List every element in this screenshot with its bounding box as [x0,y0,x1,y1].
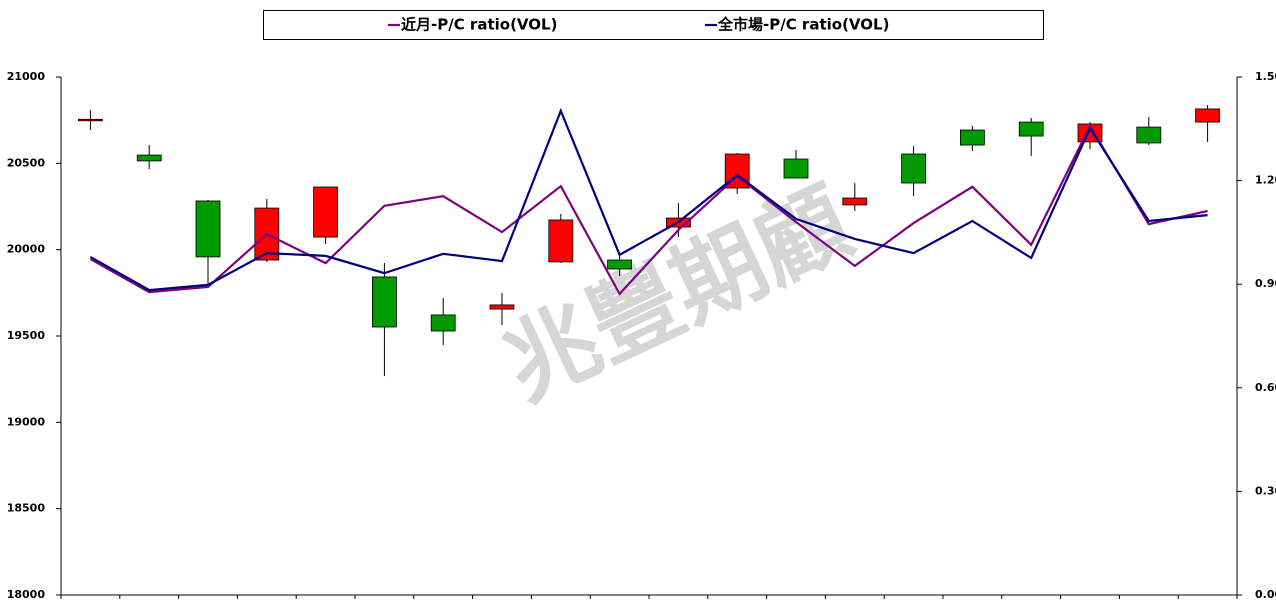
legend-label: 全市場-P/C ratio(VOL) [717,16,889,34]
candle-body [607,259,632,270]
legend-box [263,10,1044,40]
y-tick-label: 19500 [7,329,46,342]
y2-tick-label: 1.50 [1255,70,1276,83]
candle-body [78,118,103,122]
y2-tick-label: 0.00 [1255,588,1276,601]
candle-body [1018,121,1044,137]
y-tick-label: 18500 [7,502,46,515]
y-tick-label: 19000 [7,415,46,428]
series-line [89,123,1208,296]
candle-body [371,276,397,328]
candle-body [195,200,221,258]
series-line [89,107,1208,292]
candle-body [842,197,868,206]
candle-body [313,186,339,238]
y2-tick-label: 0.60 [1255,381,1276,394]
legend-label: 近月-P/C ratio(VOL) [401,16,557,34]
candle-body [1195,108,1220,123]
candle-body [960,129,985,146]
y2-tick-label: 1.20 [1255,174,1276,187]
candle-body [548,219,574,263]
y2-tick-label: 0.30 [1255,484,1276,497]
watermark: 兆豐期顧 [488,168,867,421]
y-tick-label: 18000 [7,588,46,601]
candle-body [254,207,280,261]
candle-body [430,314,456,332]
y-tick-label: 20000 [7,243,46,256]
y-tick-label: 21000 [7,70,46,83]
y2-tick-label: 0.90 [1255,277,1276,290]
y-tick-label: 20500 [7,156,46,169]
candle-body [489,304,515,310]
candle-body [783,158,809,179]
candle-body [136,154,162,162]
candle-body [1136,126,1162,144]
candle-body [901,153,926,184]
